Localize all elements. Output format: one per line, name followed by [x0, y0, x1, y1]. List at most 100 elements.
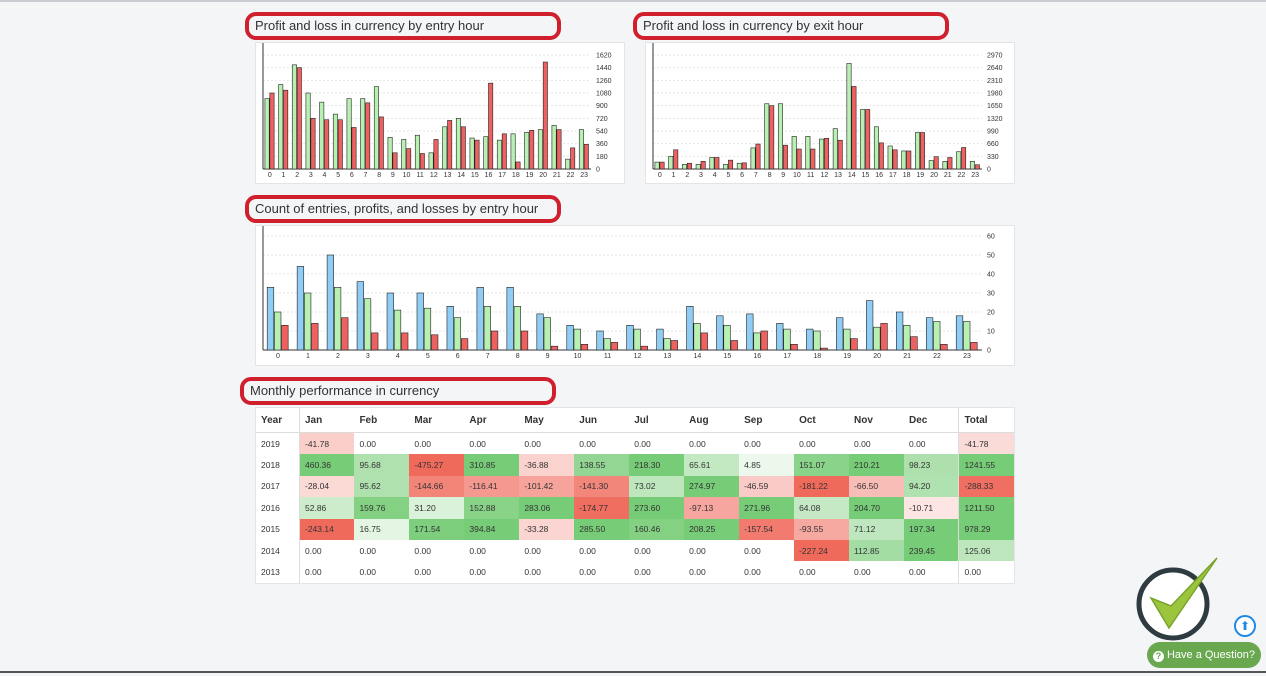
- year-cell: 2013: [256, 561, 300, 583]
- entry-pl-bar: [414, 134, 420, 170]
- count-bar: [873, 326, 881, 351]
- entry-pl-bar: [428, 152, 434, 170]
- count-xtick-label: 20: [873, 353, 881, 360]
- entry-pl-bar: [360, 98, 366, 170]
- month-cell: 52.86: [299, 497, 355, 519]
- count-bar: [670, 340, 678, 351]
- count-bar: [536, 313, 544, 351]
- count-bar: [955, 315, 964, 351]
- count-bar: [880, 323, 888, 351]
- entry-pl-ytick-label: 1080: [596, 91, 612, 98]
- entry-pl-ytick-label: 720: [596, 116, 608, 123]
- month-cell: 218.30: [629, 454, 685, 476]
- count-xtick-label: 15: [723, 353, 731, 360]
- entry-pl-bar: [332, 113, 338, 170]
- count-bar: [416, 292, 424, 351]
- scroll-up-button[interactable]: ⬆: [1234, 615, 1256, 637]
- count-xtick-label: 16: [753, 353, 761, 360]
- entry-pl-bar: [351, 127, 357, 170]
- count-ytick-label: 0: [987, 348, 991, 355]
- exit-pl-bar: [723, 164, 729, 170]
- month-cell: 112.85: [849, 539, 904, 562]
- entry-pl-bar: [365, 102, 371, 170]
- count-xtick-label: 13: [664, 353, 672, 360]
- exit-pl-ytick-label: 1650: [987, 103, 1003, 110]
- month-cell: 152.88: [464, 497, 520, 519]
- count-chart: 0 10 20 30 40 50 60 0 1 2 3 4 5 6 7 8 9 10 11 12 13 14 15 16 17 1…: [255, 225, 1015, 366]
- exit-pl-bar: [741, 162, 747, 170]
- count-bar: [866, 300, 874, 351]
- count-bar: [910, 336, 918, 351]
- month-cell: -144.66: [409, 475, 465, 498]
- entry-pl-bar: [447, 120, 453, 170]
- count-xtick-label: 14: [693, 353, 701, 360]
- have-question-button[interactable]: ? Have a Question?: [1147, 642, 1261, 668]
- count-bar: [326, 254, 335, 351]
- column-header: May: [519, 408, 575, 433]
- month-cell: 95.62: [354, 475, 410, 498]
- exit-pl-ytick-label: 330: [987, 154, 999, 161]
- exit-pl-bar: [654, 161, 660, 170]
- exit-pl-xtick-label: 22: [958, 172, 966, 179]
- entry-pl-xtick-label: 2: [295, 172, 299, 179]
- count-ytick-label: 30: [987, 291, 995, 298]
- exit-pl-xtick-label: 14: [848, 172, 856, 179]
- exit-pl-bar: [695, 164, 701, 170]
- entry-pl-bar: [378, 116, 384, 170]
- total-cell: 1241.55: [958, 454, 1014, 476]
- count-bar: [903, 325, 911, 351]
- table-row: 2016 52.86 159.76 31.20 152.88 283.06 -174.77 2…: [256, 497, 1014, 519]
- table-body: 2019 -41.78 0.00 0.00 0.00 0.00 0.00 0.00 0.00 0.…: [256, 432, 1014, 583]
- month-cell: 0.00: [524, 567, 541, 578]
- year-cell: 2019: [256, 432, 300, 455]
- entry-pl-xtick-label: 11: [417, 172, 424, 179]
- exit-pl-bar: [686, 162, 692, 170]
- count-bar: [730, 340, 738, 351]
- exit-pl-xtick-label: 5: [726, 172, 730, 179]
- exit-pl-bar: [673, 149, 679, 170]
- month-cell: 0.00: [579, 567, 596, 578]
- count-bar: [940, 344, 948, 351]
- exit-pl-bar: [709, 157, 715, 170]
- entry-pl-bar: [319, 101, 325, 170]
- entry-pl-bar: [483, 136, 489, 170]
- count-bar: [311, 323, 319, 351]
- month-cell: -97.13: [684, 497, 740, 519]
- exit-pl-bar: [700, 161, 706, 170]
- total-cell: 978.29: [958, 518, 1014, 540]
- year-cell: 2014: [256, 539, 300, 562]
- year-cell: 2015: [256, 518, 300, 540]
- entry-pl-xtick-label: 6: [350, 172, 354, 179]
- count-bar: [783, 328, 791, 351]
- count-xtick-label: 18: [813, 353, 821, 360]
- month-cell: 160.46: [629, 518, 685, 540]
- count-bar: [776, 323, 784, 351]
- entry-pl-bar: [551, 125, 557, 170]
- count-bar: [490, 330, 499, 351]
- count-xtick-label: 8: [516, 353, 520, 360]
- month-cell: -36.88: [519, 454, 575, 476]
- month-cell: -243.14: [299, 518, 355, 540]
- exit-pl-xtick-label: 11: [807, 172, 814, 179]
- exit-pl-xtick-label: 15: [862, 172, 870, 179]
- entry-pl-bar: [488, 82, 494, 170]
- column-header: Feb: [354, 408, 410, 433]
- month-cell: 204.70: [849, 497, 904, 519]
- exit-pl-bar: [906, 150, 912, 170]
- table-row: 2018 460.36 95.68 -475.27 310.85 -36.88 138.55…: [256, 454, 1014, 476]
- entry-pl-xtick-label: 12: [430, 172, 438, 179]
- exit-pl-xtick-label: 9: [781, 172, 785, 179]
- count-ytick-label: 40: [987, 272, 995, 279]
- entry-pl-ytick-label: 1620: [596, 53, 612, 60]
- table-row: 2014 0.00 0.00 0.00 0.00 0.00 0.00 0.00 0.00 0.00…: [256, 539, 1014, 562]
- month-cell: 239.45: [903, 539, 959, 562]
- exit-pl-ytick-label: 1980: [987, 91, 1003, 98]
- entry-pl-xtick-label: 16: [485, 172, 493, 179]
- column-header: Apr: [464, 408, 520, 433]
- entry-pl-xtick-label: 10: [403, 172, 411, 179]
- exit-pl-xtick-label: 19: [916, 172, 924, 179]
- exit-pl-bar: [750, 147, 756, 170]
- count-bar: [356, 281, 364, 351]
- monthly-title: Monthly performance in currency: [240, 377, 556, 405]
- month-cell: 208.25: [684, 518, 740, 540]
